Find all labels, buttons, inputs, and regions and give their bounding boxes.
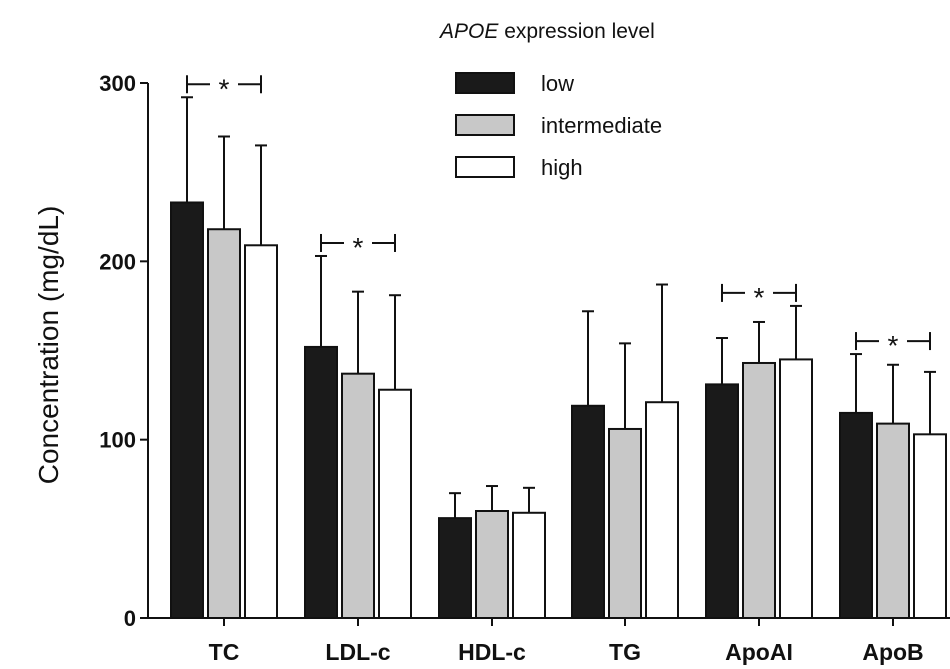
legend-title: APOE expression level — [438, 20, 655, 43]
legend-label-low: low — [541, 71, 574, 96]
category-label-ApoAI: ApoAI — [725, 639, 793, 665]
y-tick-label-0: 0 — [124, 606, 136, 631]
bar-intermediate-ApoAI — [742, 361, 776, 619]
legend-title-gene: APOE — [438, 20, 499, 43]
bar-high-HDL-c — [512, 511, 546, 619]
significance-bracket-TC: * — [186, 73, 262, 104]
significance-star: * — [353, 232, 364, 263]
significance-bracket-ApoB: * — [855, 330, 931, 361]
bar-intermediate-LDL-c — [341, 372, 375, 619]
legend-swatch-intermediate — [455, 114, 515, 136]
y-tick-label-300: 300 — [99, 71, 136, 96]
category-label-ApoB: ApoB — [862, 639, 923, 665]
bar-low-ApoAI — [705, 383, 739, 619]
bar-high-LDL-c — [378, 388, 412, 619]
significance-bracket-ApoAI: * — [721, 282, 797, 313]
bar-low-TG — [571, 404, 605, 619]
bar-low-LDL-c — [304, 345, 338, 619]
legend-swatch-low — [455, 72, 515, 94]
y-axis-label: Concentration (mg/dL) — [33, 206, 64, 485]
bar-low-HDL-c — [438, 517, 472, 620]
bar-high-ApoAI — [779, 358, 813, 619]
bar-low-TC — [170, 201, 204, 619]
category-label-TC: TC — [209, 639, 240, 665]
bar-intermediate-ApoB — [876, 422, 910, 619]
category-label-TG: TG — [609, 639, 641, 665]
y-tick-label-100: 100 — [99, 428, 136, 453]
axes: 0 100 200 300 TC LDL-c HDL-c TG ApoAI ApoB — [99, 71, 950, 665]
legend-label-high: high — [541, 155, 583, 180]
category-label-LDL-c: LDL-c — [325, 639, 390, 665]
legend-label-intermediate: intermediate — [541, 113, 662, 138]
significance-brackets: * * * * — [186, 73, 931, 361]
legend: APOE expression level low intermediate high — [438, 20, 662, 180]
significance-star: * — [754, 282, 765, 313]
bar-intermediate-TG — [608, 427, 642, 620]
bar-high-ApoB — [913, 433, 947, 620]
category-label-HDL-c: HDL-c — [458, 639, 526, 665]
bar-high-TG — [645, 401, 679, 620]
bar-low-ApoB — [839, 411, 873, 619]
bar-intermediate-HDL-c — [475, 510, 509, 619]
significance-bracket-LDL-c: * — [320, 232, 396, 263]
bars — [170, 201, 947, 620]
error-bars — [181, 96, 936, 519]
significance-star: * — [219, 73, 230, 104]
y-tick-label-200: 200 — [99, 249, 136, 274]
legend-title-rest: expression level — [498, 20, 654, 43]
bar-intermediate-TC — [207, 228, 241, 619]
significance-star: * — [888, 330, 899, 361]
legend-swatch-high — [455, 156, 515, 178]
bar-high-TC — [244, 244, 278, 620]
